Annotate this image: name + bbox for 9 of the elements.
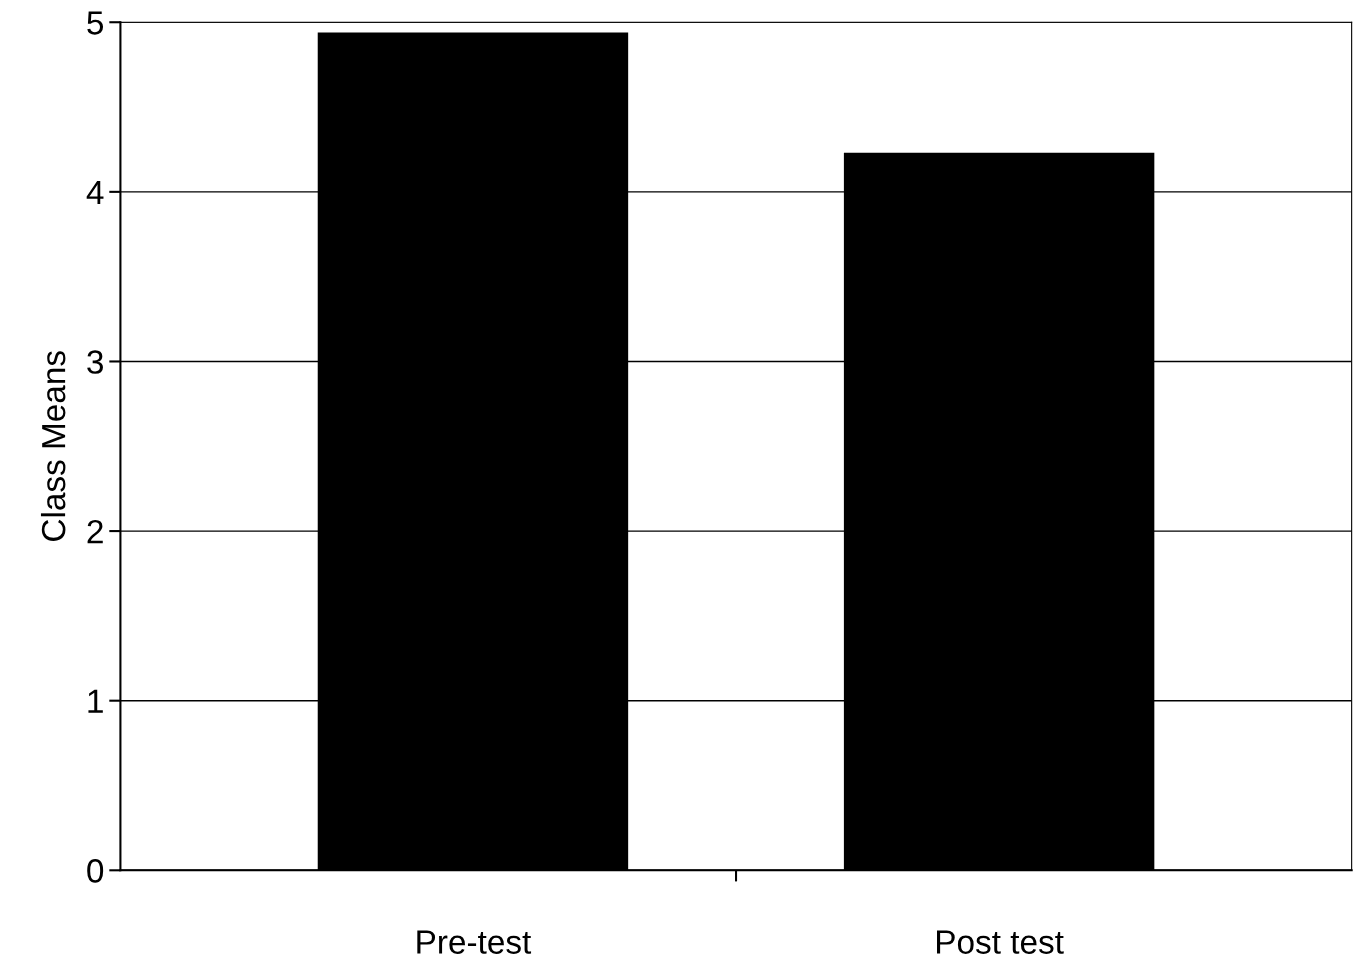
y-axis-title: Class Means — [40, 351, 66, 541]
y-tick-label: 1 — [88, 689, 103, 713]
y-tick-label: 4 — [86, 181, 104, 204]
y-tick-label: 0 — [87, 859, 104, 883]
x-tick-label: Post test — [937, 930, 1064, 954]
x-tick-label: Pre-test — [417, 930, 532, 954]
y-tick-label: 2 — [87, 519, 103, 544]
y-tick-label: 5 — [87, 11, 104, 35]
y-tick-label: 3 — [87, 350, 103, 374]
